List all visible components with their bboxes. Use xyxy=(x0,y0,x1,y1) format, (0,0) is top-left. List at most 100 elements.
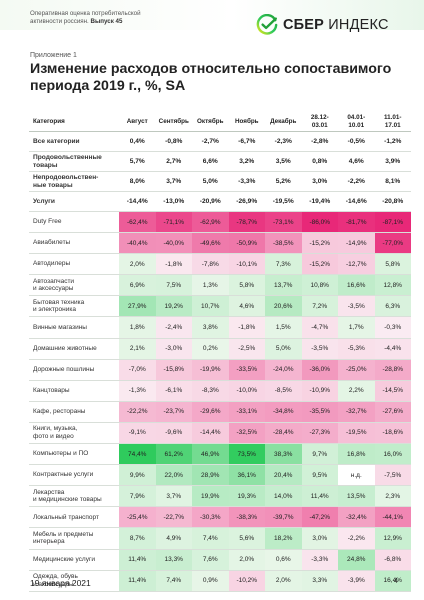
value-cell: -38,3% xyxy=(228,506,265,529)
value-cell: 16,4% xyxy=(374,570,411,592)
table-row: Одежда, обувь и аксессуары 11,4% 7,4% 0,9% -1… xyxy=(29,570,411,592)
row-label: Продовольственные товары xyxy=(29,151,119,172)
logo-product: ИНДЕКС xyxy=(328,17,389,33)
value-cell: 2,0% xyxy=(228,549,265,571)
value-cell: -12,7% xyxy=(338,253,375,276)
value-cell: -2,3% xyxy=(265,131,302,152)
report-subtitle-line2: активности россиян. xyxy=(30,18,91,25)
value-cell: 1,8% xyxy=(119,316,156,339)
value-cell: 19,9% xyxy=(192,485,229,508)
value-cell: -27,3% xyxy=(301,422,338,445)
row-label-line: и электроника xyxy=(33,306,76,314)
value-cell: -2,8% xyxy=(301,131,338,152)
row-label: Лекарства и медицинские товары xyxy=(29,485,119,508)
value-cell: 3,0% xyxy=(301,171,338,192)
value-cell: 16,0% xyxy=(374,443,411,466)
row-label-line: Duty Free xyxy=(33,218,62,226)
value-cell: 3,0% xyxy=(301,527,338,550)
summary-row: Продовольственные товары 5,7% 2,7% 6,6% 3,2% 3… xyxy=(29,151,411,172)
value-cell: -15,8% xyxy=(155,359,192,381)
value-cell: 3,5% xyxy=(265,151,302,172)
value-cell: -6,1% xyxy=(155,380,192,402)
row-label-line: Контрактные услуги xyxy=(33,471,94,479)
report-subtitle-line1: Оперативная оценка потребительской xyxy=(30,10,141,17)
value-cell: 2,0% xyxy=(119,253,156,276)
value-cell: 7,9% xyxy=(119,485,156,508)
row-label: Авиабилеты xyxy=(29,232,119,255)
value-cell: -25,0% xyxy=(338,359,375,381)
value-cell: -50,9% xyxy=(228,232,265,255)
value-cell: 19,3% xyxy=(228,485,265,508)
value-cell: -39,7% xyxy=(265,506,302,529)
column-header-line: 28.12- xyxy=(310,114,329,121)
value-cell: -2,2% xyxy=(338,171,375,192)
row-label: Непродовольствен-ные товары xyxy=(29,171,119,192)
column-header-line: Август xyxy=(126,117,148,125)
row-label: Услуги xyxy=(29,191,119,212)
value-cell: 38,3% xyxy=(265,443,302,466)
value-cell: -40,4% xyxy=(119,232,156,255)
value-cell: 74,4% xyxy=(119,443,156,466)
row-label-line: Книги, музыка, xyxy=(33,425,78,433)
value-cell: 73,5% xyxy=(228,443,265,466)
value-cell: -86,0% xyxy=(301,211,338,234)
table-body: Все категории 0,4% -0,8% -2,7% -6,7% -2,3% -2,… xyxy=(29,131,411,592)
value-cell: 5,8% xyxy=(228,274,265,297)
table-row: Кафе, рестораны -22,2% -23,7% -29,6% -33,1% -… xyxy=(29,401,411,423)
value-cell: -14,9% xyxy=(338,232,375,255)
column-header: Сентябрь xyxy=(155,112,192,132)
row-label-line: Кафе, рестораны xyxy=(33,408,86,416)
column-header: Октябрь xyxy=(192,112,229,132)
value-cell: 9,9% xyxy=(119,464,156,487)
value-cell: -6,7% xyxy=(228,131,265,152)
table-row: Винные магазины 1,8% -2,4% 3,8% -1,8% 1,5% -4,… xyxy=(29,316,411,339)
row-label-line: Все категории xyxy=(33,137,80,145)
value-cell: -7,0% xyxy=(119,359,156,381)
row-label-line: и медицинские товары xyxy=(33,496,102,504)
table-row: Канцтовары -1,3% -6,1% -8,3% -10,0% -8,5% -10,… xyxy=(29,380,411,402)
row-label-line: Продовольственные xyxy=(33,153,102,161)
value-cell: 4,6% xyxy=(338,151,375,172)
value-cell: 28,9% xyxy=(192,464,229,487)
value-cell: -0,5% xyxy=(338,131,375,152)
value-cell: -32,7% xyxy=(338,401,375,423)
sber-index-logo: СБЕР ИНДЕКС xyxy=(256,14,389,36)
row-label: Duty Free xyxy=(29,211,119,234)
column-header: Август xyxy=(119,112,156,132)
value-cell: 3,8% xyxy=(192,316,229,339)
row-label-line: Услуги xyxy=(33,197,55,205)
row-label-line: ные товары xyxy=(33,181,73,189)
value-cell: -0,8% xyxy=(155,131,192,152)
value-cell: -14,5% xyxy=(374,380,411,402)
column-header-line: 04.01- xyxy=(347,114,366,121)
logo-brand: СБЕР xyxy=(283,17,325,33)
row-label-line: Компьютеры и ПО xyxy=(33,450,89,458)
page-number: 4 xyxy=(394,578,398,585)
value-cell: -18,6% xyxy=(374,422,411,445)
value-cell: 1,5% xyxy=(265,316,302,339)
value-cell: 16,6% xyxy=(338,274,375,297)
value-cell: 7,5% xyxy=(155,274,192,297)
value-cell: 8,1% xyxy=(374,171,411,192)
value-cell: -30,3% xyxy=(192,506,229,529)
value-cell: 7,2% xyxy=(301,295,338,318)
row-label: Домашние животные xyxy=(29,338,119,360)
value-cell: -15,2% xyxy=(301,253,338,276)
value-cell: -36,0% xyxy=(301,359,338,381)
value-cell: -4,4% xyxy=(374,338,411,360)
value-cell: -3,3% xyxy=(228,171,265,192)
value-cell: -4,7% xyxy=(301,316,338,339)
value-cell: 4,6% xyxy=(228,295,265,318)
value-cell: -32,4% xyxy=(338,506,375,529)
column-header-line: Декабрь xyxy=(270,117,297,125)
row-label: Компьютеры и ПО xyxy=(29,443,119,466)
value-cell: -24,0% xyxy=(265,359,302,381)
value-cell: 2,7% xyxy=(155,151,192,172)
value-cell: -81,7% xyxy=(338,211,375,234)
row-label: Книги, музыка, фото и видео xyxy=(29,422,119,445)
sber-logo-icon xyxy=(256,14,278,35)
value-cell: -1,2% xyxy=(374,131,411,152)
value-cell: 0,2% xyxy=(192,338,229,360)
table-row: Контрактные услуги 9,9% 22,0% 28,9% 36,1% 20,… xyxy=(29,464,411,487)
value-cell: -19,5% xyxy=(338,422,375,445)
